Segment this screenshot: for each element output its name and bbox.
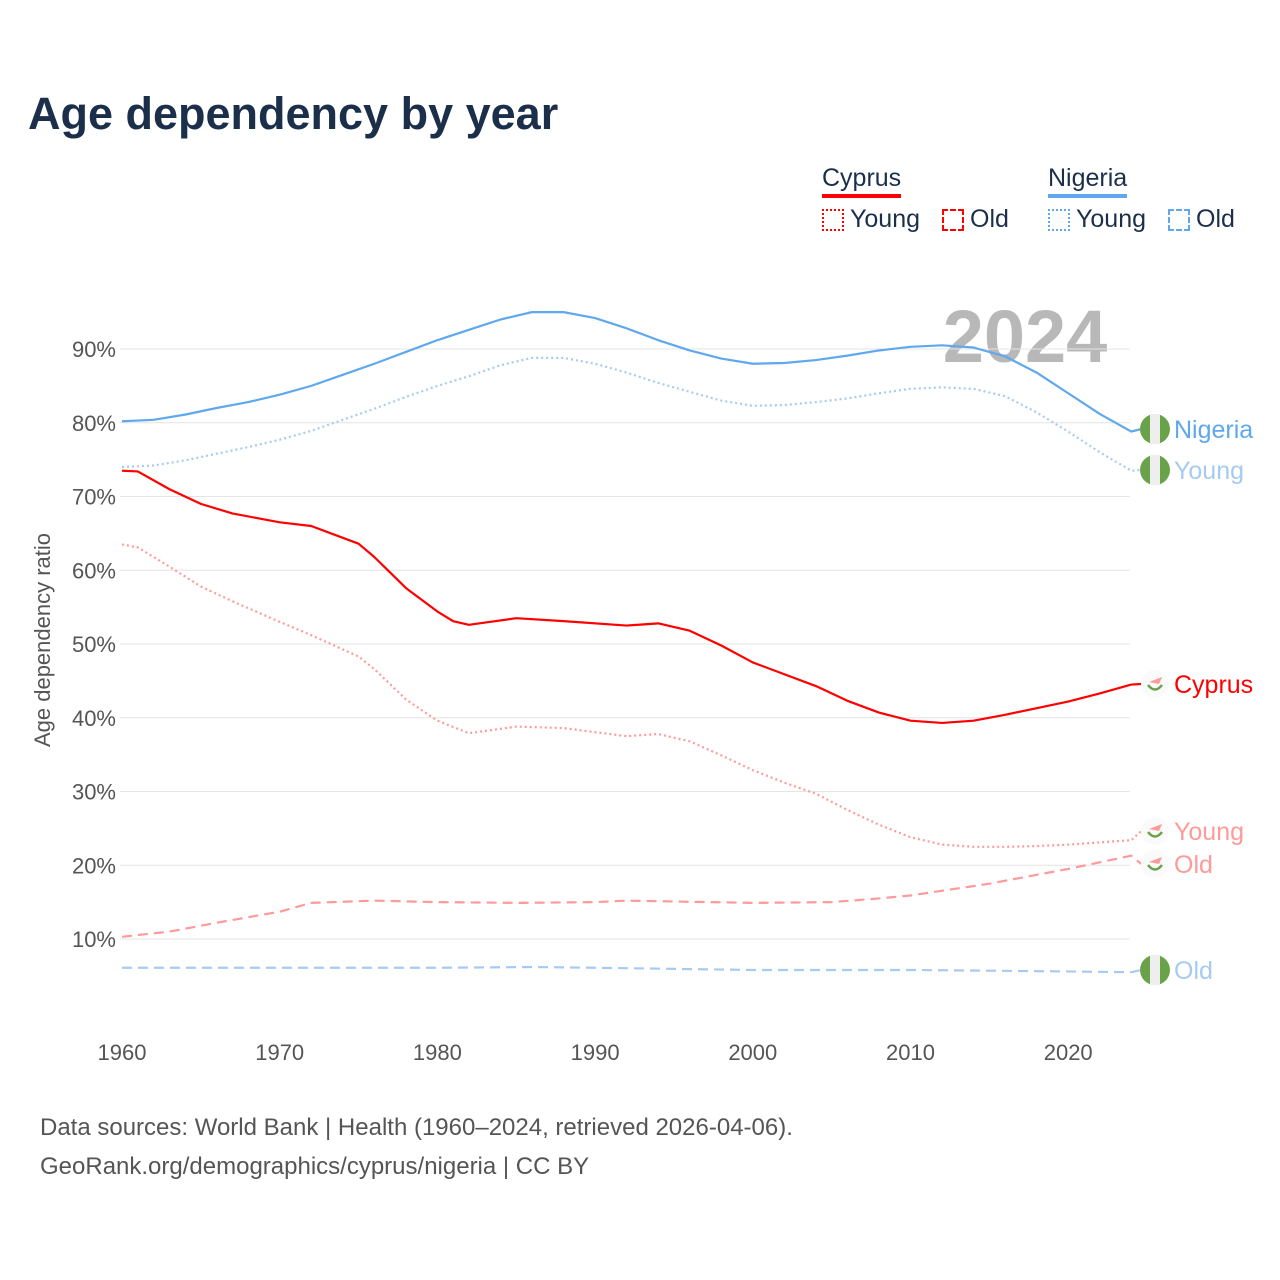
legend-cyprus-young[interactable]: Young [822,205,920,234]
series-end-label: Young [1174,818,1244,846]
nigeria-flag-icon [1140,414,1170,444]
x-tick-label: 1970 [255,1040,304,1065]
y-tick-label: 20% [72,853,116,878]
y-tick-label: 70% [72,485,116,510]
cyprus-flag-icon [1141,817,1169,845]
legend-label: Old [970,205,1009,233]
x-tick-label: 2010 [886,1040,935,1065]
y-tick-label: 30% [72,780,116,805]
source-note: Data sources: World Bank | Health (1960–… [40,1108,793,1186]
series-end-label: Old [1174,851,1213,879]
y-tick-label: 10% [72,927,116,952]
legend-cyprus[interactable]: Cyprus [822,164,902,198]
cyprus-flag-icon [1141,850,1169,878]
series-line-nigeria-old[interactable] [122,965,1142,974]
x-tick-label: 2020 [1044,1040,1093,1065]
y-tick-label: 40% [72,706,116,731]
dotted-swatch-icon [822,208,844,231]
nigeria-flag-icon [1140,955,1170,985]
chart-title: Age dependency by year [28,88,559,139]
source-line: Data sources: World Bank | Health (1960–… [40,1114,793,1141]
series-end-label: Cyprus [1174,671,1253,699]
legend-cyprus-old[interactable]: Old [942,205,1009,234]
series-line-cyprus[interactable] [121,469,1142,725]
y-tick-label: 80% [72,411,116,436]
series-line-cyprus-young[interactable] [121,543,1143,848]
dashed-swatch-icon [942,208,964,231]
legend-label: Young [1076,205,1146,233]
x-tick-label: 1980 [413,1040,462,1065]
legend-label: Young [850,205,920,233]
series-end-label: Old [1174,957,1213,985]
nigeria-flag-icon [1140,455,1170,485]
series-line-nigeria[interactable] [121,311,1142,433]
x-tick-label: 2000 [728,1040,777,1065]
legend-label: Old [1196,205,1235,233]
dotted-swatch-icon [1048,208,1070,231]
source-link[interactable]: GeoRank.org/demographics/cyprus/nigeria … [40,1153,590,1180]
series-end-label: Nigeria [1174,416,1253,444]
y-axis-label: Age dependency ratio [30,533,55,747]
dashed-swatch-icon [1168,208,1190,231]
series-end-label: Young [1174,457,1244,485]
cyprus-flag-icon [1141,670,1169,698]
series-line-cyprus-old[interactable] [121,854,1142,938]
legend-nigeria[interactable]: Nigeria [1048,164,1128,198]
x-tick-label: 1990 [571,1040,620,1065]
legend-nigeria-young[interactable]: Young [1048,205,1146,234]
plot-area: 2024 Age dependency ratio 10% 20% 30% 40% 50… [30,295,1253,1065]
y-tick-label: 50% [72,632,116,657]
y-tick-label: 60% [72,558,116,583]
legend-nigeria-old[interactable]: Old [1168,205,1235,234]
x-tick-label: 1960 [98,1040,147,1065]
y-tick-label: 90% [72,337,116,362]
series-line-nigeria-young[interactable] [121,356,1142,472]
year-label: 2024 [943,295,1108,378]
